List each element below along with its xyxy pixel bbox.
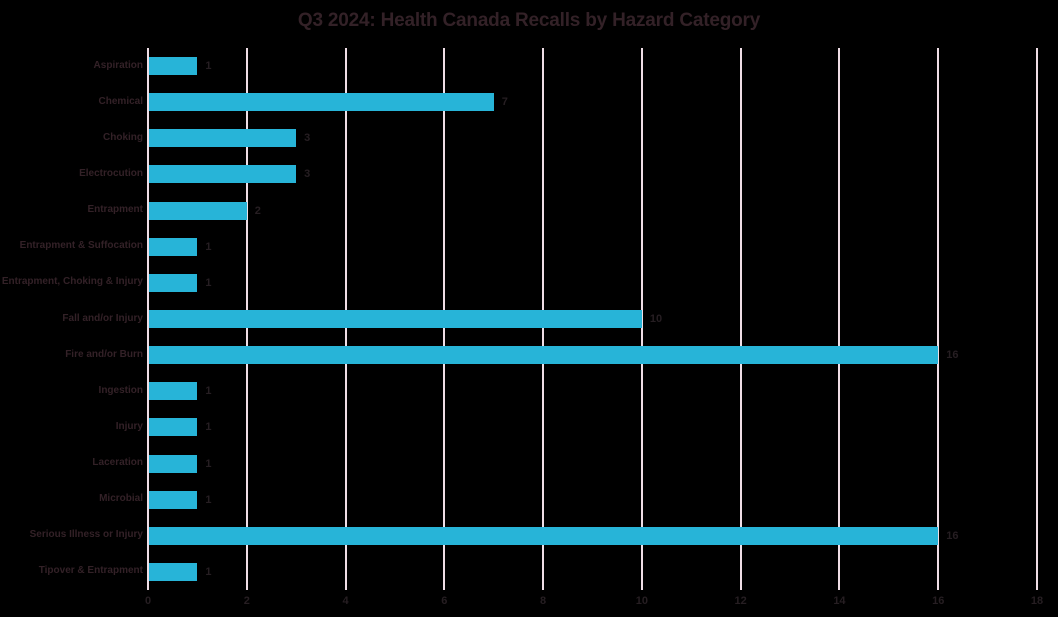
category-label: Entrapment & Suffocation (19, 240, 143, 252)
bar-value-label: 3 (304, 132, 311, 145)
bar (149, 490, 198, 509)
category-label: Fall and/or Injury (62, 312, 143, 324)
bar (149, 418, 198, 437)
bar (149, 57, 198, 76)
gridline-x-10 (640, 48, 643, 590)
category-label: Laceration (92, 457, 143, 469)
bar-value-label: 1 (205, 421, 212, 434)
x-tick-label: 16 (932, 595, 945, 607)
bar (149, 454, 198, 473)
category-label: Electrocution (79, 167, 143, 179)
category-label: Microbial (99, 493, 143, 505)
x-tick-label: 14 (833, 595, 846, 607)
bar-value-label: 2 (254, 204, 261, 217)
bar (149, 382, 198, 401)
x-tick-label: 0 (144, 595, 152, 607)
category-label: Chemical (98, 95, 143, 107)
bar-value-label: 1 (205, 565, 212, 578)
bar (149, 273, 198, 292)
bar-value-label: 1 (205, 493, 212, 506)
x-tick-label: 4 (342, 595, 349, 607)
bar-value-label: 1 (205, 457, 212, 470)
bar-value-label: 16 (946, 349, 959, 362)
bar-value-label: 1 (205, 385, 212, 398)
bar (149, 129, 297, 148)
category-label: Fire and/or Burn (65, 348, 143, 360)
x-tick-label: 12 (734, 595, 747, 607)
bar (149, 93, 494, 112)
bar (149, 165, 297, 184)
bar-value-label: 1 (205, 276, 212, 289)
bar (149, 310, 642, 328)
bar (149, 346, 939, 365)
bar-value-label: 16 (946, 529, 959, 542)
bar (149, 562, 198, 581)
bar (149, 526, 939, 545)
gridline-x-16 (937, 48, 940, 590)
bar-value-label: 1 (205, 240, 212, 253)
gridline-x-12 (739, 48, 742, 590)
category-label: Entrapment (87, 204, 143, 216)
bar-value-label: 10 (649, 313, 663, 325)
bar-value-label: 7 (501, 96, 508, 109)
gridline-x-0 (147, 48, 149, 590)
gridline-x-18 (1036, 48, 1038, 590)
category-label: Choking (103, 131, 143, 143)
category-label: Tipover & Entrapment (38, 565, 143, 577)
gridline-x-14 (838, 48, 841, 590)
bar (149, 237, 198, 256)
x-tick-label: 2 (243, 595, 250, 607)
bar-value-label: 3 (304, 168, 311, 181)
chart-title: Q3 2024: Health Canada Recalls by Hazard… (297, 10, 761, 31)
category-label: Injury (115, 420, 143, 432)
category-label: Serious Illness or Injury (29, 529, 143, 541)
x-tick-label: 8 (540, 595, 547, 607)
category-label: Aspiration (93, 59, 143, 71)
x-tick-label: 10 (635, 595, 648, 607)
x-tick-label: 18 (1030, 595, 1044, 607)
x-tick-label: 6 (441, 595, 448, 607)
category-label: Ingestion (98, 384, 143, 396)
category-label: Entrapment, Choking & Injury (1, 276, 143, 288)
bar (149, 201, 247, 220)
bar-value-label: 1 (205, 60, 212, 73)
